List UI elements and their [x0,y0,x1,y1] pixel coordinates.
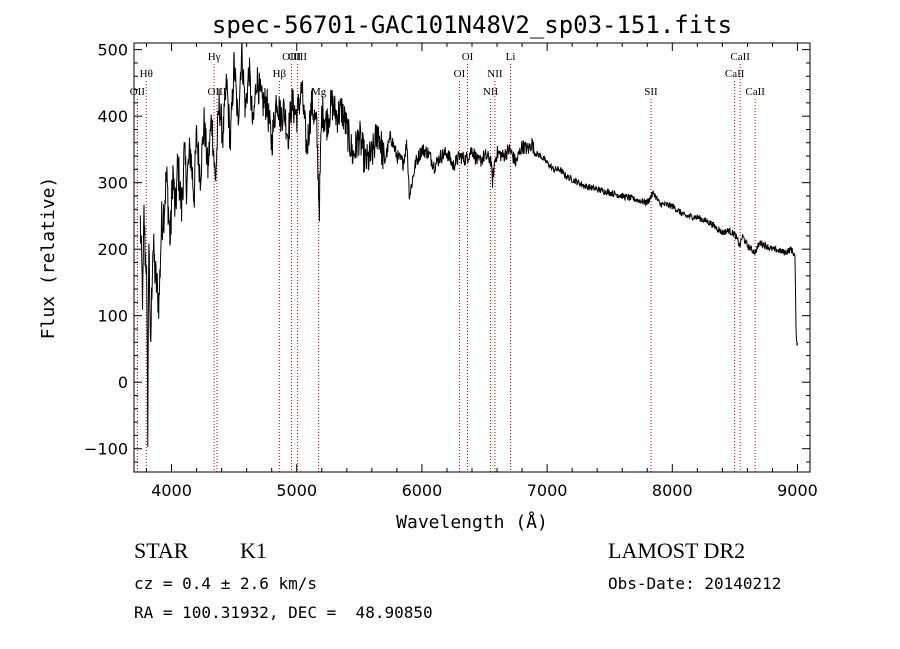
line-label-3: OIII [208,86,227,98]
line-label-6: OIII [288,51,307,63]
survey-name: LAMOST DR2 [608,538,746,563]
chart-title: spec-56701-GAC101N48V2_sp03-151.fits [212,11,732,39]
y-tick-label-4: 300 [97,174,128,193]
y-tick-label-3: 200 [97,240,128,259]
object-class: STAR [134,538,189,563]
x-axis-label: Wavelength (Å) [396,511,548,533]
x-tick-label-0: 4000 [151,481,192,500]
x-tick-label-2: 6000 [402,481,443,500]
line-label-7: Mg [311,86,327,98]
y-axis-label: Flux (relative) [38,177,59,340]
line-label-0: Hθ [140,68,153,80]
x-tick-label-1: 5000 [276,481,317,500]
line-label-9: OI [462,51,474,63]
x-tick-label-4: 8000 [652,481,693,500]
y-tick-label-0: −100 [84,440,128,459]
line-label-15: CaII [730,51,750,63]
line-label-1: OII [130,86,146,98]
line-label-11: NII [487,68,503,80]
spectrum-line [139,42,798,447]
line-label-10: NII [483,86,499,98]
line-label-8: OI [454,68,466,80]
spectrum-chart: spec-56701-GAC101N48V2_sp03-151.fits Hθ O… [38,11,818,533]
x-tick-label-3: 7000 [527,481,568,500]
line-label-14: CaII [725,68,745,80]
redshift-velocity: cz = 0.4 ± 2.6 km/s [134,574,318,593]
sky-coordinates: RA = 100.31932, DEC = 48.90850 [134,603,433,622]
line-markers: HθOIIHγOIIIHβOIIIOIIIMgOIOINIINIILiSIICa… [130,51,765,472]
line-label-5: OIII [282,51,301,63]
line-label-16: CaII [745,86,765,98]
object-subclass: K1 [240,538,267,563]
line-label-2: Hγ [208,51,221,63]
line-label-12: Li [506,51,516,63]
y-tick-label-5: 400 [97,107,128,126]
line-label-13: SII [644,86,658,98]
plot-frame [133,42,811,473]
observation-date: Obs-Date: 20140212 [608,574,782,593]
x-tick-label-5: 9000 [777,481,818,500]
y-tick-label-2: 100 [97,307,128,326]
y-tick-label-1: 0 [118,373,128,392]
line-label-4: Hβ [273,68,287,80]
y-tick-label-6: 500 [97,41,128,60]
axis-ticks: 4000 5000 6000 7000 8000 9000 −100 0 100 200 300 40… [84,41,818,500]
